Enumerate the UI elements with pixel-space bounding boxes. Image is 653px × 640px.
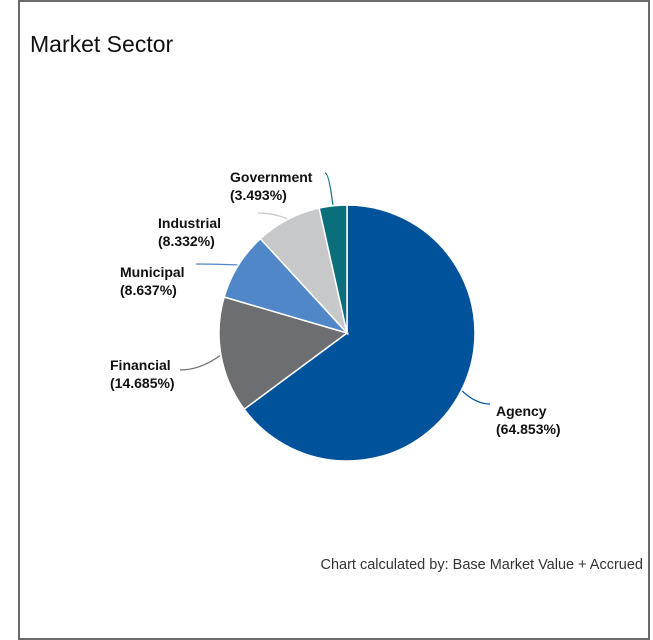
- pie-slice-agency[interactable]: [243, 204, 476, 462]
- slice-label-government: Government: [230, 169, 313, 185]
- slice-percent-industrial: (8.332%): [158, 233, 215, 249]
- leader-line-industrial: [257, 212, 288, 220]
- market-sector-panel: Market Sector Agency (64.853%) Financial (1…: [18, 0, 650, 640]
- slice-percent-government: (3.493%): [230, 187, 287, 203]
- leader-line-government: [324, 172, 334, 205]
- leader-line-financial: [179, 355, 221, 371]
- slice-label-agency: Agency: [496, 403, 547, 419]
- slice-percent-municipal: (8.637%): [120, 282, 177, 298]
- leader-line-municipal: [195, 263, 238, 266]
- panel-title: Market Sector: [30, 31, 174, 57]
- market-sector-pie-chart: Agency (64.853%) Financial (14.685%) Municip…: [110, 169, 561, 462]
- pie-slice-government[interactable]: [318, 204, 348, 334]
- slice-label-financial: Financial: [110, 357, 171, 373]
- slice-labels: Agency (64.853%) Financial (14.685%) Municip…: [110, 169, 561, 437]
- leader-lines: [179, 172, 491, 405]
- pie-slices: [218, 204, 476, 462]
- pie-slice-financial[interactable]: [218, 296, 349, 411]
- slice-label-industrial: Industrial: [158, 215, 221, 231]
- leader-line-agency: [461, 390, 491, 405]
- slice-label-municipal: Municipal: [120, 264, 185, 280]
- slice-percent-financial: (14.685%): [110, 375, 175, 391]
- slice-percent-agency: (64.853%): [496, 421, 561, 437]
- chart-footnote: Chart calculated by: Base Market Value +…: [320, 557, 643, 573]
